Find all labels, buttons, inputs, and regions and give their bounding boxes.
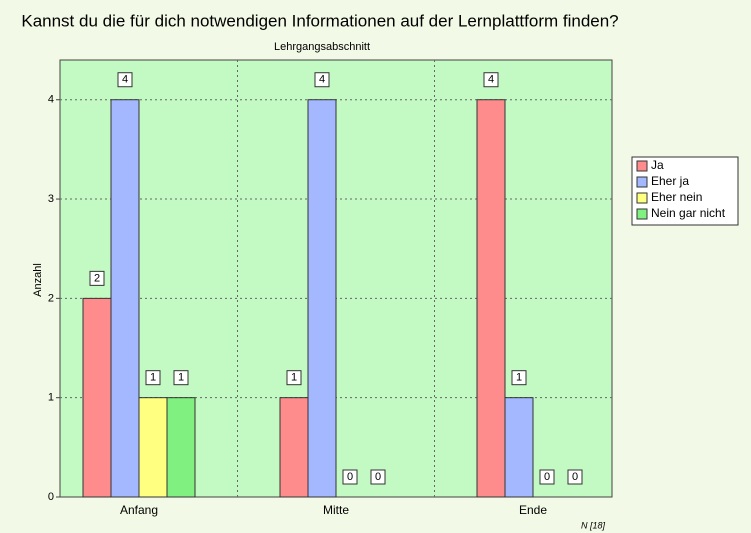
- value-label: 0: [375, 471, 381, 483]
- value-label: 0: [572, 471, 578, 483]
- legend-swatch: [636, 160, 648, 172]
- x-tick-label: Ende: [519, 503, 547, 517]
- bar: [82, 297, 112, 498]
- value-label-box: [145, 370, 161, 386]
- legend-label: Ja: [651, 158, 664, 172]
- chart-subtitle: Lehrgangsabschnitt: [274, 41, 370, 53]
- value-label-box: [511, 370, 527, 386]
- y-axis-label: Anzahl: [32, 263, 44, 297]
- bar: [279, 397, 309, 498]
- y-tick-label: 2: [48, 292, 54, 304]
- value-label-box: [117, 72, 133, 88]
- value-label: 0: [347, 471, 353, 483]
- value-label-box: [173, 370, 189, 386]
- value-label: 1: [291, 372, 297, 384]
- value-label: 0: [544, 471, 550, 483]
- y-tick-label: 3: [48, 193, 54, 205]
- value-label-box: [539, 469, 555, 485]
- bar: [166, 397, 196, 498]
- bar: [138, 397, 168, 498]
- legend-swatch: [636, 192, 648, 204]
- value-label-box: [342, 469, 358, 485]
- y-tick-label: 4: [48, 94, 54, 106]
- y-tick-label: 1: [48, 392, 54, 404]
- bar: [504, 397, 534, 498]
- value-label-box: [314, 72, 330, 88]
- footnote: N [18]: [581, 520, 606, 530]
- value-label-box: [483, 72, 499, 88]
- chart-title: Kannst du die für dich notwendigen Infor…: [21, 11, 618, 30]
- value-label: 4: [488, 74, 494, 86]
- value-label: 2: [94, 272, 100, 284]
- bar: [110, 99, 140, 498]
- legend-box: [631, 156, 739, 226]
- y-tick-label: 0: [48, 491, 54, 503]
- value-label-box: [89, 270, 105, 286]
- value-label-box: [567, 469, 583, 485]
- legend-label: Eher ja: [651, 174, 689, 188]
- legend-label: Eher nein: [651, 190, 702, 204]
- legend-swatch: [636, 176, 648, 188]
- value-label-box: [370, 469, 386, 485]
- value-label: 1: [516, 372, 522, 384]
- bar: [307, 99, 337, 498]
- value-label: 4: [319, 74, 325, 86]
- x-tick-label: Mitte: [323, 503, 349, 517]
- x-tick-label: Anfang: [120, 503, 158, 517]
- legend-swatch: [636, 208, 648, 220]
- value-label: 1: [178, 372, 184, 384]
- legend-label: Nein gar nicht: [651, 206, 726, 220]
- value-label: 4: [122, 74, 128, 86]
- value-label-box: [286, 370, 302, 386]
- bar: [476, 99, 506, 498]
- value-label: 1: [150, 372, 156, 384]
